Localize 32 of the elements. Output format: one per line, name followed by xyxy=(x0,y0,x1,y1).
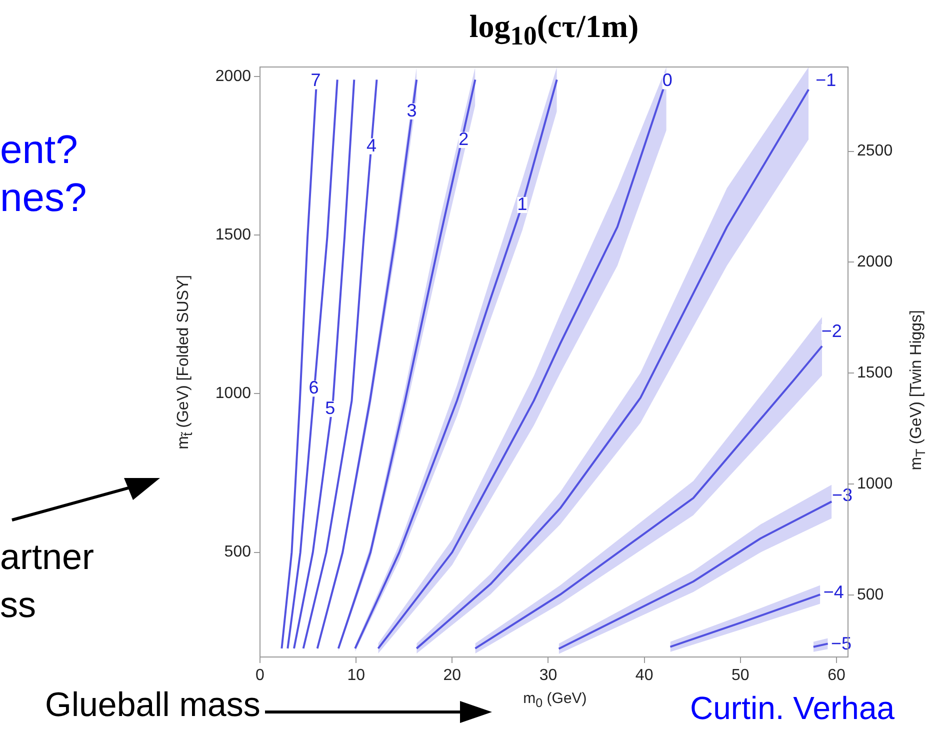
x-tick-label: 20 xyxy=(443,667,462,684)
text: ent? xyxy=(0,128,78,173)
text: artner xyxy=(0,536,94,578)
annotation: −2 xyxy=(821,321,842,342)
y2-tick-label: 1500 xyxy=(857,364,893,382)
x-tick-label: 40 xyxy=(635,667,654,684)
y2-tick-label: 1000 xyxy=(857,475,893,492)
annotation: 4 xyxy=(366,135,376,156)
y-tick-label: 2000 xyxy=(215,68,252,85)
annotation: 3 xyxy=(406,100,417,120)
x-tick-label: 60 xyxy=(828,667,846,684)
y-tick-label: 1000 xyxy=(215,385,252,402)
text: ss xyxy=(0,584,36,626)
x-tick-label: 30 xyxy=(539,667,558,684)
annotation: −1 xyxy=(816,70,836,90)
x-tick-label: 10 xyxy=(347,667,366,684)
x-tick-label: 0 xyxy=(256,667,265,684)
annotation: 2 xyxy=(458,128,469,149)
annotation: 5 xyxy=(325,398,336,418)
y2-tick-label: 2000 xyxy=(857,254,893,271)
annotation: 6 xyxy=(308,378,319,398)
x-axis-title: m$_{0}$ (GeV) xyxy=(523,690,587,710)
y2-tick-label: 2500 xyxy=(857,142,893,160)
y-tick-label: 1500 xyxy=(215,226,252,244)
text: nes? xyxy=(0,176,87,221)
text: Curtin. Verhaa xyxy=(690,690,895,727)
chart-title: log$_{10}$(cτ/1m) xyxy=(468,8,640,52)
annotation: −4 xyxy=(823,582,844,602)
text: Glueball mass xyxy=(45,686,260,725)
x-tick-label: 50 xyxy=(731,667,750,684)
y-tick-label: 500 xyxy=(224,544,252,561)
y2-tick-label: 500 xyxy=(857,586,884,604)
